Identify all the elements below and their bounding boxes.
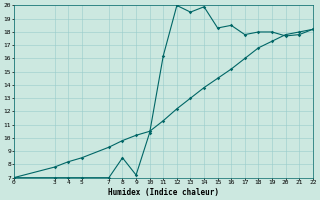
X-axis label: Humidex (Indice chaleur): Humidex (Indice chaleur): [108, 188, 219, 197]
